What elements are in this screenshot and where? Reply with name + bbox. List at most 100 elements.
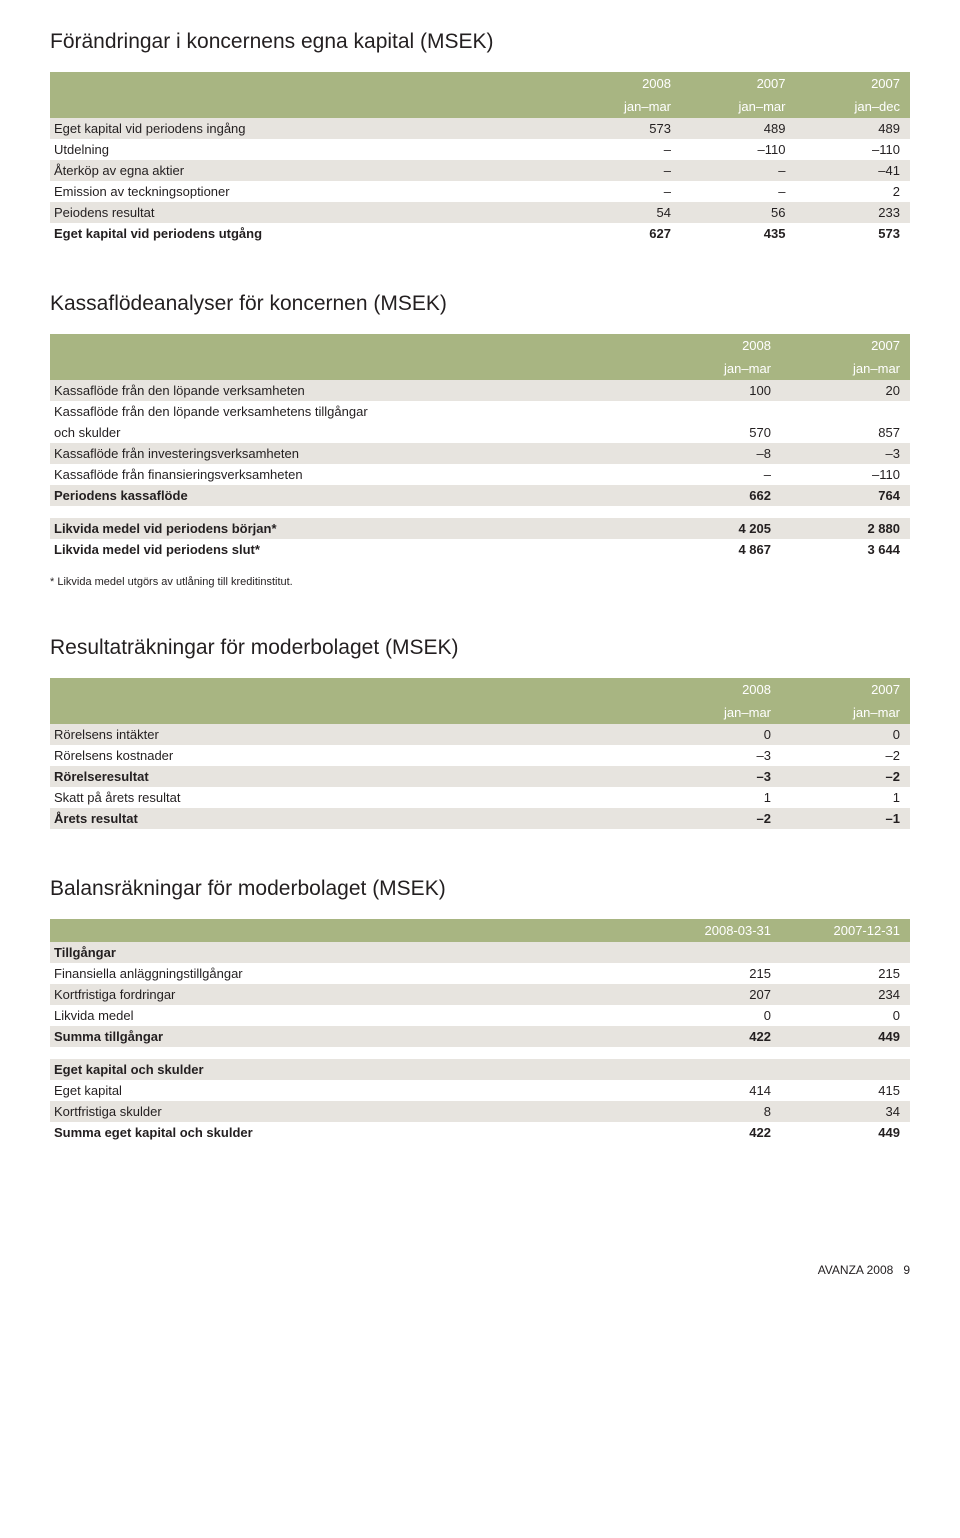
table-cell: Summa eget kapital och skulder — [50, 1122, 652, 1143]
col-subheader — [50, 357, 652, 380]
col-header: 2008 — [652, 678, 781, 701]
table-cell: 4 205 — [652, 518, 781, 539]
table-cell: Eget kapital vid periodens utgång — [50, 223, 567, 244]
table-cell: 1 — [781, 787, 910, 808]
table-row: Likvida medel00 — [50, 1005, 910, 1026]
table-cell: Årets resultat — [50, 808, 652, 829]
table-row: Kortfristiga fordringar207234 — [50, 984, 910, 1005]
table-cell: 449 — [781, 1026, 910, 1047]
col-header — [50, 919, 652, 942]
table-cell: 0 — [781, 724, 910, 745]
table-row: Årets resultat–2–1 — [50, 808, 910, 829]
table-cell: 8 — [652, 1101, 781, 1122]
table-cell: 54 — [567, 202, 681, 223]
table-cell: 56 — [681, 202, 795, 223]
col-header: 2007 — [781, 678, 910, 701]
balance-sheet-table: 2008-03-31 2007-12-31 TillgångarFinansie… — [50, 919, 910, 1143]
table-row: Återköp av egna aktier–––41 — [50, 160, 910, 181]
table-cell: 233 — [795, 202, 910, 223]
table-cell: Rörelsens intäkter — [50, 724, 652, 745]
table-cell: Eget kapital vid periodens ingång — [50, 118, 567, 139]
cashflow-table: 2008 2007 jan–mar jan–mar Kassaflöde frå… — [50, 334, 910, 560]
table-cell: Eget kapital — [50, 1080, 652, 1101]
table-cell: –41 — [795, 160, 910, 181]
col-subheader: jan–mar — [681, 95, 795, 118]
table-cell: Kortfristiga skulder — [50, 1101, 652, 1122]
table-row: Emission av teckningsoptioner––2 — [50, 181, 910, 202]
table-cell — [652, 942, 781, 963]
table-cell: – — [567, 160, 681, 181]
col-subheader — [50, 95, 567, 118]
table-cell — [781, 1059, 910, 1080]
table-cell: Likvida medel vid periodens början* — [50, 518, 652, 539]
page-footer: AVANZA 2008 9 — [50, 1263, 910, 1277]
table-cell: 100 — [652, 380, 781, 401]
table-row: Summa tillgångar422449 — [50, 1026, 910, 1047]
income-statement-table: 2008 2007 jan–mar jan–mar Rörelsens intä… — [50, 678, 910, 829]
table-cell: 20 — [781, 380, 910, 401]
table-cell: 422 — [652, 1026, 781, 1047]
table-cell: Kassaflöde från investeringsverksamheten — [50, 443, 652, 464]
col-subheader: jan–mar — [781, 357, 910, 380]
table-cell: 489 — [795, 118, 910, 139]
col-subheader: jan–mar — [781, 701, 910, 724]
table-cell: 414 — [652, 1080, 781, 1101]
table-cell: 2 — [795, 181, 910, 202]
col-header: 2007 — [781, 334, 910, 357]
col-header: 2007-12-31 — [781, 919, 910, 942]
table-row: Eget kapital och skulder — [50, 1059, 910, 1080]
table-cell: Likvida medel vid periodens slut* — [50, 539, 652, 560]
table-cell: 1 — [652, 787, 781, 808]
col-header — [50, 72, 567, 95]
table-cell: Kassaflöde från den löpande verksamheten — [50, 380, 652, 401]
table-cell: 0 — [652, 1005, 781, 1026]
table-row: Utdelning––110–110 — [50, 139, 910, 160]
table-cell: Tillgångar — [50, 942, 652, 963]
table-cell: –1 — [781, 808, 910, 829]
table-cell: Återköp av egna aktier — [50, 160, 567, 181]
table-row: och skulder570857 — [50, 422, 910, 443]
table2-title: Kassaflödeanalyser för koncernen (MSEK) — [50, 292, 910, 316]
col-subheader: jan–mar — [567, 95, 681, 118]
table-cell: 34 — [781, 1101, 910, 1122]
col-subheader — [50, 701, 652, 724]
table-row: Kassaflöde från den löpande verksamheten… — [50, 401, 910, 422]
col-header: 2007 — [681, 72, 795, 95]
col-subheader: jan–mar — [652, 701, 781, 724]
table-row: Kassaflöde från den löpande verksamheten… — [50, 380, 910, 401]
table-cell: –8 — [652, 443, 781, 464]
table-cell: 764 — [781, 485, 910, 506]
col-header — [50, 678, 652, 701]
table-cell: Periodens kassaflöde — [50, 485, 652, 506]
table-row: Kassaflöde från finansieringsverksamhete… — [50, 464, 910, 485]
table-cell: – — [567, 181, 681, 202]
col-header: 2008 — [567, 72, 681, 95]
footer-brand: AVANZA 2008 — [818, 1263, 894, 1277]
table-cell: – — [652, 464, 781, 485]
spacer-row — [50, 1047, 910, 1059]
spacer-row — [50, 506, 910, 518]
table-cell: Rörelsens kostnader — [50, 745, 652, 766]
table-row: Rörelsens intäkter00 — [50, 724, 910, 745]
table-row: Periodens kassaflöde662764 — [50, 485, 910, 506]
equity-changes-table: 2008 2007 2007 jan–mar jan–mar jan–dec E… — [50, 72, 910, 244]
table-cell: 0 — [652, 724, 781, 745]
table-cell: 570 — [652, 422, 781, 443]
table-cell: –3 — [652, 766, 781, 787]
table-cell: Finansiella anläggningstillgångar — [50, 963, 652, 984]
table-cell: –110 — [795, 139, 910, 160]
footer-page: 9 — [903, 1263, 910, 1277]
table-cell: 422 — [652, 1122, 781, 1143]
table-cell: –2 — [652, 808, 781, 829]
table-cell: Kortfristiga fordringar — [50, 984, 652, 1005]
table-row: Eget kapital vid periodens ingång5734894… — [50, 118, 910, 139]
table-cell: Skatt på årets resultat — [50, 787, 652, 808]
table-cell: 215 — [781, 963, 910, 984]
table-cell: Kassaflöde från finansieringsverksamhete… — [50, 464, 652, 485]
table-cell: Summa tillgångar — [50, 1026, 652, 1047]
table-cell — [781, 942, 910, 963]
table-cell: Peiodens resultat — [50, 202, 567, 223]
table-row: Peiodens resultat5456233 — [50, 202, 910, 223]
table-row: Rörelseresultat–3–2 — [50, 766, 910, 787]
table-cell: – — [681, 181, 795, 202]
